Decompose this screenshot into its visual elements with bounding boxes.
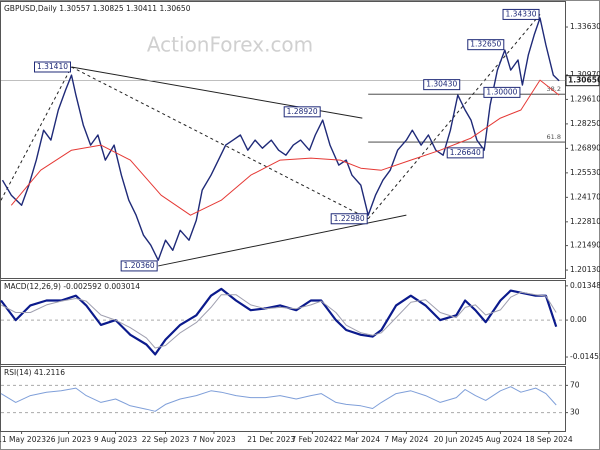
price-annotation <box>330 213 368 225</box>
price-annotation-label: 1.20360 <box>124 261 155 270</box>
y-tick-label: 1.26890 <box>570 143 600 152</box>
price-header: GBPUSD,Daily 1.30557 1.30825 1.30411 1.3… <box>4 4 191 13</box>
macd-panel <box>0 280 566 365</box>
y-tick-label: 1.29610 <box>570 94 600 103</box>
trendline <box>0 66 72 201</box>
y-tick-label: 1.21490 <box>570 241 600 250</box>
y-tick-label: 0.013489 <box>570 281 600 290</box>
price-annotation-label: 1.30430 <box>426 80 457 89</box>
x-tick-label: 20 Jun 2024 <box>434 435 479 444</box>
trendline <box>367 14 541 220</box>
y-tick-label: 1.28250 <box>570 119 600 128</box>
price-annotation <box>423 79 461 91</box>
y-tick-label: 1.22810 <box>570 217 600 226</box>
price-annotation <box>467 39 505 51</box>
x-tick-label: 18 Sep 2024 <box>525 435 573 444</box>
price-annotation <box>446 147 484 159</box>
y-tick-label: 70 <box>570 380 580 389</box>
x-tick-label: 7 May 2024 <box>384 435 428 444</box>
series-line <box>0 287 558 356</box>
price-annotation-label: 1.22980 <box>334 214 365 223</box>
x-tick-label: 5 Aug 2024 <box>479 435 522 444</box>
trendline <box>71 66 369 220</box>
x-tick-label: 7 Nov 2023 <box>192 435 235 444</box>
x-tick-label: 9 Aug 2023 <box>94 435 137 444</box>
price-annotation-label: 1.32650 <box>470 40 501 49</box>
price-annotation <box>483 86 521 98</box>
price-annotation <box>283 106 321 118</box>
last-price-box <box>565 75 600 87</box>
series-line <box>0 291 557 349</box>
rsi-panel <box>0 366 566 432</box>
fib-label: 61.8 <box>547 133 561 141</box>
x-tick-label: 26 Jun 2023 <box>46 435 91 444</box>
x-tick-label: 7 Feb 2024 <box>291 435 333 444</box>
y-tick-label: 1.20130 <box>570 265 600 274</box>
y-tick-label: 1.30970 <box>570 70 600 79</box>
last-price-label: 1.30650 <box>568 76 600 85</box>
y-tick-label: 1.25530 <box>570 168 600 177</box>
price-annotation-label: 1.26640 <box>450 148 481 157</box>
price-annotation <box>502 8 540 20</box>
x-tick-label: 11 May 2023 <box>0 435 46 444</box>
price-annotation-label: 1.31410 <box>37 62 68 71</box>
price-annotation-label: 1.28920 <box>287 107 318 116</box>
x-tick-label: 22 Mar 2024 <box>333 435 381 444</box>
macd-header: MACD(12,26,9) -0.002592 0.003014 <box>4 282 140 291</box>
y-tick-label: 0.00 <box>570 315 587 324</box>
rsi-header: RSI(14) 41.2116 <box>4 368 65 377</box>
price-annotation-label: 1.34330 <box>506 9 537 18</box>
series-line <box>1 17 560 261</box>
x-tick-label: 21 Dec 2023 <box>247 435 295 444</box>
y-tick-label: 1.33630 <box>570 22 600 31</box>
series-line <box>0 386 557 412</box>
price-annotation-label: 1.30000 <box>486 87 517 96</box>
price-annotation <box>34 61 71 73</box>
y-tick-label: 1.24170 <box>570 192 600 201</box>
x-tick-label: 22 Sep 2023 <box>142 435 190 444</box>
y-tick-label: 30 <box>570 408 580 417</box>
fib-label: 38.2 <box>547 85 561 93</box>
y-tick-label: -0.014554 <box>570 352 600 361</box>
watermark: ActionForex.com <box>147 33 313 57</box>
price-annotation <box>120 260 158 272</box>
price-panel <box>0 1 566 279</box>
series-line <box>10 79 560 216</box>
